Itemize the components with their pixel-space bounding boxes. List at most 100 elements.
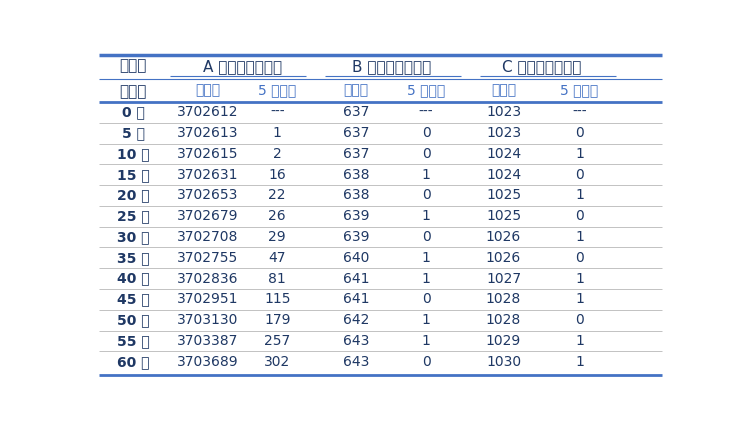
- Text: 1: 1: [575, 292, 584, 306]
- Text: B 相机构动作次数: B 相机构动作次数: [352, 59, 431, 75]
- Text: 30 天: 30 天: [116, 230, 149, 244]
- Text: 1: 1: [575, 188, 584, 202]
- Text: 10 天: 10 天: [116, 147, 149, 161]
- Text: 642: 642: [343, 313, 370, 327]
- Text: ---: ---: [572, 105, 587, 119]
- Text: 0: 0: [421, 230, 430, 244]
- Text: 1: 1: [273, 126, 282, 140]
- Text: 1024: 1024: [486, 168, 521, 182]
- Text: 637: 637: [343, 147, 370, 161]
- Text: 2: 2: [273, 147, 281, 161]
- Text: 60 天: 60 天: [116, 355, 149, 369]
- Text: 40 天: 40 天: [116, 272, 149, 286]
- Text: 总次数: 总次数: [195, 83, 220, 98]
- Text: 637: 637: [343, 105, 370, 119]
- Text: 637: 637: [343, 126, 370, 140]
- Text: 25 天: 25 天: [116, 209, 149, 223]
- Text: 1030: 1030: [486, 355, 521, 369]
- Text: 1: 1: [421, 168, 430, 182]
- Text: 0 天: 0 天: [122, 105, 145, 119]
- Text: 81: 81: [269, 272, 286, 286]
- Text: 0: 0: [421, 188, 430, 202]
- Text: 3703387: 3703387: [177, 334, 238, 348]
- Text: 55 天: 55 天: [116, 334, 149, 348]
- Text: 1025: 1025: [486, 188, 521, 202]
- Text: 638: 638: [343, 168, 370, 182]
- Text: A 相机构动作次数: A 相机构动作次数: [203, 59, 282, 75]
- Text: 0: 0: [421, 147, 430, 161]
- Text: 45 天: 45 天: [116, 292, 149, 306]
- Text: 302: 302: [264, 355, 290, 369]
- Text: 1027: 1027: [486, 272, 521, 286]
- Text: 1: 1: [421, 334, 430, 348]
- Text: 1028: 1028: [486, 313, 521, 327]
- Text: 22: 22: [269, 188, 286, 202]
- Text: 3702613: 3702613: [177, 126, 238, 140]
- Text: ---: ---: [418, 105, 433, 119]
- Text: 1023: 1023: [486, 126, 521, 140]
- Text: 3703130: 3703130: [177, 313, 238, 327]
- Text: 20 天: 20 天: [116, 188, 149, 202]
- Text: 5 天: 5 天: [122, 126, 145, 140]
- Text: 1: 1: [575, 230, 584, 244]
- Text: 3702836: 3702836: [177, 272, 238, 286]
- Text: 1: 1: [421, 251, 430, 265]
- Text: 总次数: 总次数: [344, 83, 369, 98]
- Text: 179: 179: [264, 313, 290, 327]
- Text: 0: 0: [421, 355, 430, 369]
- Text: 5 天动作: 5 天动作: [407, 83, 445, 98]
- Text: 3702679: 3702679: [177, 209, 238, 223]
- Text: 0: 0: [575, 251, 584, 265]
- Text: 1: 1: [421, 209, 430, 223]
- Text: 3702615: 3702615: [177, 147, 238, 161]
- Text: 1028: 1028: [486, 292, 521, 306]
- Text: 合闸后: 合闸后: [119, 83, 147, 99]
- Text: 26: 26: [269, 209, 286, 223]
- Text: 15 天: 15 天: [116, 168, 149, 182]
- Text: 1: 1: [575, 272, 584, 286]
- Text: 5 天动作: 5 天动作: [258, 83, 296, 98]
- Text: 3702951: 3702951: [177, 292, 238, 306]
- Text: 3702612: 3702612: [177, 105, 238, 119]
- Text: 1: 1: [421, 313, 430, 327]
- Text: 1: 1: [575, 334, 584, 348]
- Text: 47: 47: [269, 251, 286, 265]
- Text: 3702631: 3702631: [177, 168, 238, 182]
- Text: 640: 640: [343, 251, 370, 265]
- Text: 1: 1: [575, 147, 584, 161]
- Text: 0: 0: [575, 126, 584, 140]
- Text: 50 天: 50 天: [116, 313, 149, 327]
- Text: 639: 639: [343, 230, 370, 244]
- Text: 641: 641: [343, 272, 370, 286]
- Text: 0: 0: [575, 313, 584, 327]
- Text: 0: 0: [575, 209, 584, 223]
- Text: 3702755: 3702755: [177, 251, 238, 265]
- Text: 0: 0: [421, 292, 430, 306]
- Text: 1025: 1025: [486, 209, 521, 223]
- Text: 1023: 1023: [486, 105, 521, 119]
- Text: 3702653: 3702653: [177, 188, 238, 202]
- Text: 639: 639: [343, 209, 370, 223]
- Text: 1: 1: [421, 272, 430, 286]
- Text: 643: 643: [343, 355, 370, 369]
- Text: 0: 0: [421, 126, 430, 140]
- Text: 0: 0: [575, 168, 584, 182]
- Text: 断路器: 断路器: [119, 59, 147, 74]
- Text: 643: 643: [343, 334, 370, 348]
- Text: C 相机构动作次数: C 相机构动作次数: [502, 59, 581, 75]
- Text: 5 天动作: 5 天动作: [560, 83, 599, 98]
- Text: ---: ---: [270, 105, 284, 119]
- Text: 35 天: 35 天: [116, 251, 149, 265]
- Text: 3702708: 3702708: [177, 230, 238, 244]
- Text: 641: 641: [343, 292, 370, 306]
- Text: 115: 115: [264, 292, 290, 306]
- Text: 29: 29: [269, 230, 286, 244]
- Text: 总次数: 总次数: [491, 83, 516, 98]
- Text: 1026: 1026: [486, 251, 521, 265]
- Text: 1029: 1029: [486, 334, 521, 348]
- Text: 257: 257: [264, 334, 290, 348]
- Text: 16: 16: [269, 168, 286, 182]
- Text: 3703689: 3703689: [177, 355, 238, 369]
- Text: 1024: 1024: [486, 147, 521, 161]
- Text: 1: 1: [575, 355, 584, 369]
